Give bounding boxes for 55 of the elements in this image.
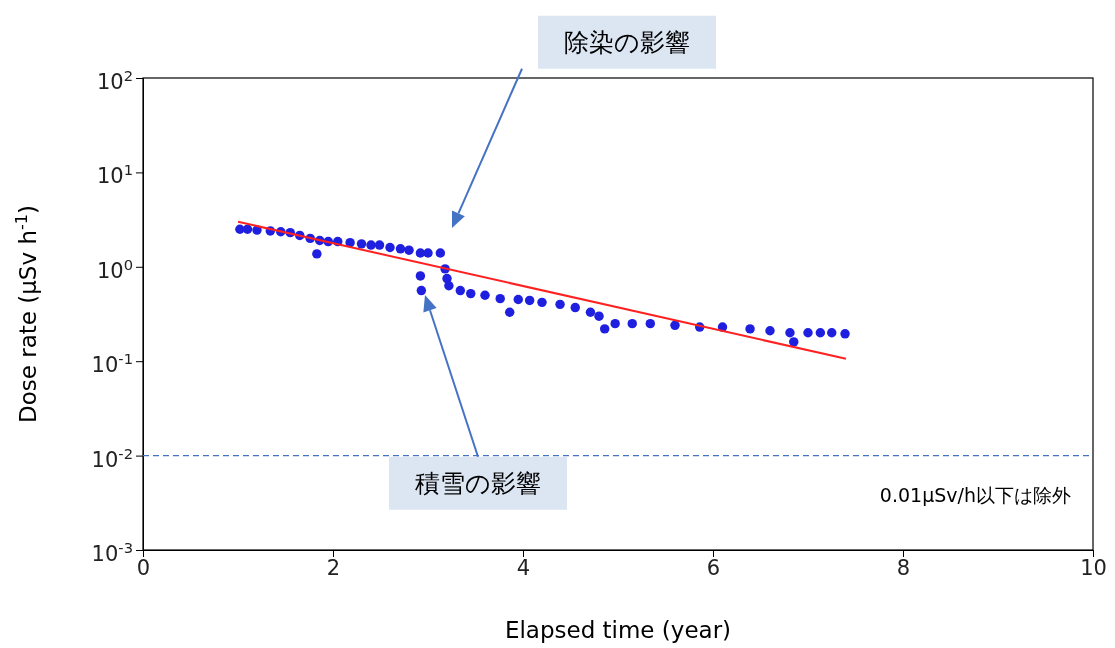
- point: [524, 295, 535, 306]
- x-tick-label: 2: [326, 555, 341, 580]
- y-tick-label: 10$^{-3}$: [91, 538, 133, 566]
- point: [455, 285, 466, 296]
- point: [645, 318, 656, 329]
- point: [366, 240, 376, 250]
- point: [785, 328, 795, 338]
- y-tick-label: 10$^{0}$: [96, 255, 133, 283]
- x-axis-title: Elapsed time (year): [504, 617, 732, 643]
- point: [374, 240, 385, 250]
- point: [513, 294, 523, 305]
- y-tick-label: 10$^{-2}$: [91, 444, 133, 472]
- point: [745, 324, 755, 334]
- point: [555, 299, 565, 310]
- point: [312, 249, 322, 259]
- point: [504, 307, 515, 317]
- point: [789, 337, 799, 347]
- point: [803, 328, 813, 338]
- point: [385, 242, 395, 253]
- point: [423, 248, 433, 258]
- x-tick-label: 8: [896, 555, 911, 580]
- point: [840, 329, 850, 339]
- point: [356, 239, 367, 249]
- point: [242, 224, 253, 234]
- x-tick-label: 10: [1080, 555, 1107, 580]
- point: [765, 326, 775, 336]
- annotation: 積雪の影響: [415, 468, 541, 498]
- point: [495, 293, 505, 304]
- point: [610, 318, 620, 329]
- x-tick-label: 0: [136, 555, 151, 580]
- point: [585, 307, 596, 317]
- point: [815, 328, 826, 338]
- point: [570, 302, 580, 313]
- point: [599, 324, 610, 334]
- x-tick-label: 6: [706, 555, 721, 580]
- point: [480, 290, 490, 300]
- point: [395, 244, 406, 254]
- y-tick-label: 10$^{-1}$: [91, 349, 133, 378]
- point: [627, 318, 637, 329]
- x-tick-label: 4: [516, 555, 531, 580]
- point: [435, 248, 446, 258]
- point: [415, 271, 426, 281]
- point: [466, 288, 476, 299]
- point: [416, 285, 427, 296]
- point: [444, 281, 454, 291]
- y-tick-label: 10$^{2}$: [96, 66, 133, 94]
- y-tick-label: 10$^{1}$: [96, 160, 133, 189]
- point: [537, 297, 547, 308]
- point: [415, 248, 426, 258]
- point: [827, 328, 837, 338]
- point: [670, 320, 680, 331]
- point: [594, 311, 604, 321]
- text: 除染の影響: [564, 27, 690, 57]
- ref-line-label: 0.01μSv/h以下は除外: [879, 483, 1071, 506]
- point: [404, 245, 414, 255]
